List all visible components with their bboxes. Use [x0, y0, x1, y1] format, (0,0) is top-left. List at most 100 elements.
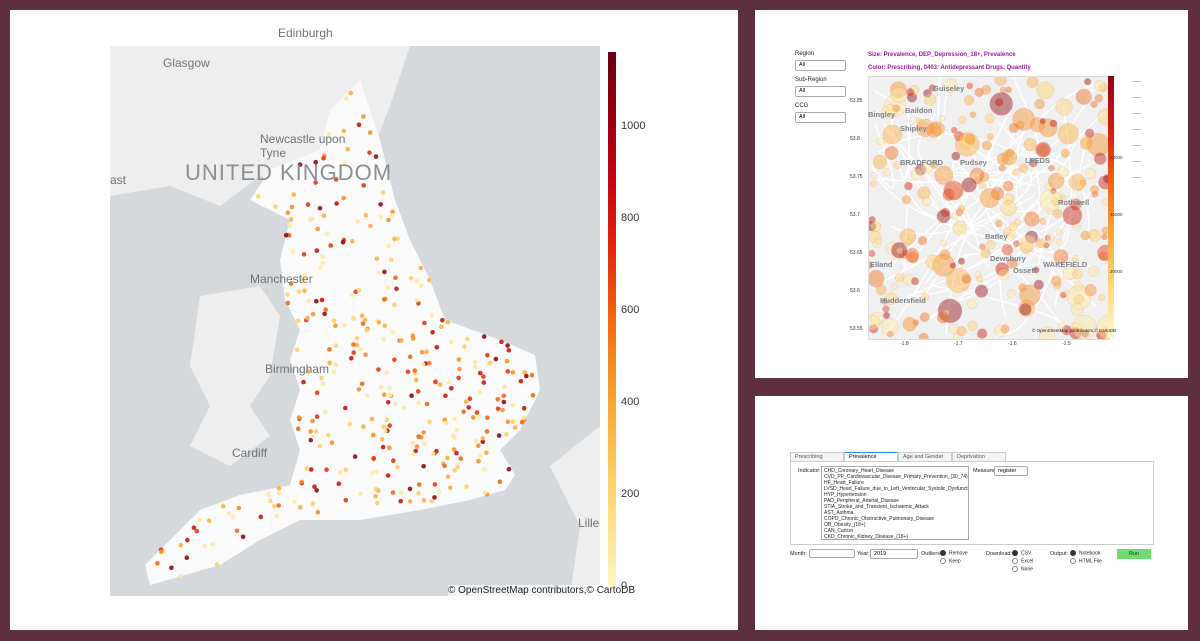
tab[interactable]: Deprivation — [952, 452, 1006, 461]
indicator-option[interactable]: LVSD_Heart_Failure_due_to_Left_Ventricul… — [824, 486, 969, 492]
practice-bubble — [1073, 323, 1085, 335]
practice-bubble — [1012, 107, 1036, 131]
road — [952, 160, 989, 268]
month-select[interactable] — [809, 549, 855, 558]
filter-select[interactable]: All — [795, 60, 846, 71]
radio-button[interactable] — [1070, 558, 1076, 564]
radio-button[interactable] — [1012, 550, 1018, 556]
place-label: ast — [110, 173, 127, 187]
practice-bubble — [996, 152, 1009, 166]
practice-dot — [214, 562, 220, 567]
practice-bubble — [1090, 185, 1099, 195]
indicator-option[interactable]: COPD_Chronic_Obstructive_Pulmonary_Disea… — [824, 516, 935, 522]
year-select[interactable]: 2019 — [870, 549, 918, 559]
practice-bubble — [1053, 249, 1069, 265]
radio-option[interactable]: Excel — [1012, 558, 1033, 564]
practice-dot — [206, 518, 212, 523]
practice-dot — [505, 369, 511, 374]
practice-bubble — [951, 151, 961, 161]
practice-dot — [407, 486, 413, 492]
indicator-option[interactable]: PAD_Peripheral_Arterial_Disease — [824, 498, 899, 504]
filter-select[interactable]: All — [795, 86, 846, 97]
radio-option[interactable]: Keep — [940, 558, 961, 564]
practice-dot — [308, 437, 314, 443]
road — [874, 90, 1022, 188]
practice-dot — [416, 434, 421, 439]
practice-bubble — [1050, 187, 1057, 195]
practice-bubble — [958, 115, 967, 124]
practice-dot — [268, 498, 273, 504]
practice-bubble — [1062, 205, 1083, 226]
place-label: Ossett — [1013, 266, 1037, 275]
practice-bubble — [979, 171, 990, 183]
radio-button[interactable] — [1070, 550, 1076, 556]
indicator-option[interactable]: AST_Asthma — [824, 510, 854, 516]
practice-dot — [391, 458, 396, 464]
practice-dot — [439, 324, 444, 330]
practice-bubble — [1070, 303, 1084, 316]
road — [1001, 125, 1072, 233]
practice-bubble — [943, 180, 964, 201]
practice-dot — [395, 236, 400, 242]
tab[interactable]: Prescribing — [790, 452, 844, 461]
practice-dot — [398, 490, 404, 496]
radio-button[interactable] — [1012, 566, 1018, 572]
practice-bubble — [925, 254, 941, 270]
indicator-option[interactable]: HYP_Hypertension — [824, 492, 867, 498]
practice-dot — [272, 504, 277, 509]
indicator-option[interactable]: HF_Heart_Failure — [824, 480, 864, 486]
radio-option[interactable]: Notebook — [1070, 550, 1100, 556]
practice-bubble — [1056, 238, 1064, 246]
indicator-option[interactable]: CVD_PP_Cardiovascular_Disease_Primary_Pr… — [824, 474, 968, 480]
practice-dot — [421, 463, 427, 469]
practice-bubble — [1043, 241, 1050, 249]
practice-dot — [493, 356, 499, 362]
radio-option[interactable]: None — [1012, 566, 1033, 572]
practice-bubble — [998, 164, 1007, 172]
practice-bubble — [1038, 118, 1058, 138]
practice-dot — [466, 405, 472, 410]
practice-dot — [424, 349, 430, 355]
radio-option[interactable]: HTML File — [1070, 558, 1102, 564]
radio-button[interactable] — [940, 550, 946, 556]
filter-select[interactable]: All — [795, 112, 846, 123]
practice-dot — [381, 392, 387, 398]
indicator-option[interactable]: CAN_Cancer — [824, 528, 854, 534]
practice-dot — [184, 555, 190, 560]
radio-button[interactable] — [940, 558, 946, 564]
practice-dot — [301, 252, 307, 257]
practice-dot — [304, 466, 309, 471]
radio-option[interactable]: Remove — [940, 550, 968, 556]
outliers-label: Outliers: — [921, 551, 942, 557]
measure-select[interactable]: register — [994, 466, 1028, 476]
tab[interactable]: Prevalence — [844, 452, 898, 461]
run-button[interactable]: Run — [1117, 549, 1151, 559]
practice-dot — [155, 560, 160, 566]
road — [899, 94, 910, 268]
practice-bubble — [929, 121, 945, 137]
practice-dot — [524, 373, 529, 379]
practice-bubble — [963, 95, 975, 106]
practice-bubble — [870, 172, 878, 179]
place-label: Elland — [870, 260, 893, 269]
radio-option[interactable]: CSV — [1012, 550, 1031, 556]
practice-bubble — [1008, 122, 1019, 133]
indicator-list[interactable]: CHD_Coronary_Heart_Disease CVD_PP_Cardiov… — [821, 466, 969, 540]
land-europe — [550, 426, 600, 596]
practice-bubble — [938, 114, 946, 122]
practice-bubble — [1008, 221, 1019, 232]
toolbar[interactable] — [1133, 72, 1141, 182]
indicator-option[interactable]: CHD_Coronary_Heart_Disease — [824, 468, 895, 474]
indicator-option[interactable]: OB_Obesity_(18+) — [824, 522, 866, 528]
practice-bubble — [958, 205, 966, 213]
practice-bubble — [904, 247, 920, 263]
indicator-option[interactable]: CKD_Chronic_Kidney_Disease_(18+) — [824, 534, 909, 540]
practice-bubble — [1047, 172, 1065, 190]
practice-dot — [351, 350, 356, 355]
tab[interactable]: Age and Gender — [898, 452, 952, 461]
practice-dot — [477, 389, 483, 395]
radio-button[interactable] — [1012, 558, 1018, 564]
road — [890, 117, 1042, 219]
practice-bubble — [995, 262, 1009, 276]
indicator-option[interactable]: STIA_Stroke_and_Transient_Ischaemic_Atta… — [824, 504, 929, 510]
